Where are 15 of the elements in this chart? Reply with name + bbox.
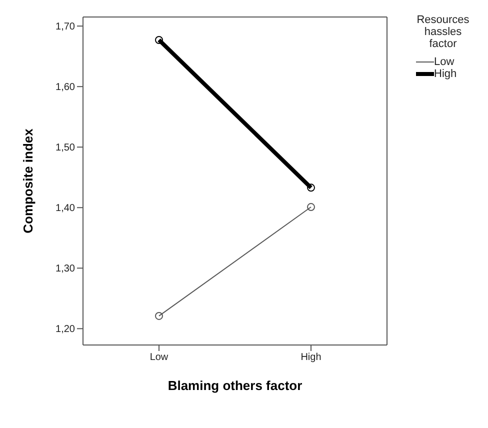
- legend-label: High: [434, 68, 457, 80]
- y-tick-label: 1,60: [56, 82, 76, 94]
- point: [307, 184, 315, 192]
- point: [155, 312, 163, 320]
- y-tick-label: 1,40: [56, 203, 76, 214]
- y-tick-label: 1,20: [56, 324, 76, 336]
- point: [155, 36, 163, 44]
- y-tick-label: 1,30: [56, 264, 76, 275]
- legend-label: Low: [434, 56, 454, 68]
- point: [307, 203, 315, 212]
- y-tick-label: 1,70: [56, 22, 76, 33]
- x-axis-title: Blaming others factor: [168, 378, 302, 393]
- y-tick-label: 1,50: [56, 142, 76, 154]
- legend-title: Resources hassles factor: [416, 14, 470, 50]
- y-axis-title: Composite index: [20, 128, 36, 234]
